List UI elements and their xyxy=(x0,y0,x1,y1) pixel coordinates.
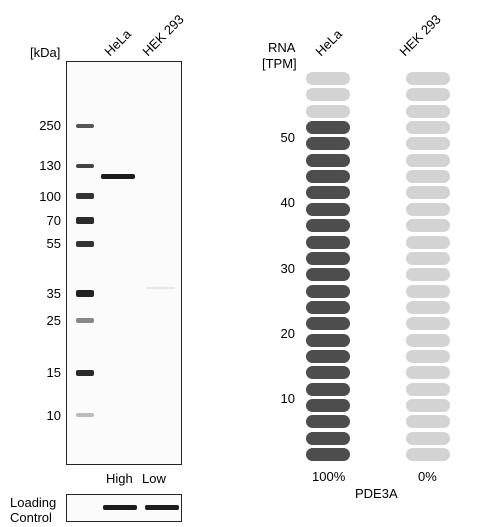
rna-title-line2: [TPM] xyxy=(262,56,297,71)
ladder-band-130 xyxy=(76,164,94,168)
loading-control-label-line2: Control xyxy=(10,510,52,525)
rna-pill-hela-10 xyxy=(306,219,350,233)
marker-label-10: 10 xyxy=(46,408,61,423)
lane-label-hek293: HEK 293 xyxy=(139,11,187,60)
lane-label-hela: HeLa xyxy=(101,26,134,59)
rna-pill-hek293-22 xyxy=(406,415,450,429)
marker-label-250: 250 xyxy=(39,118,61,133)
marker-label-70: 70 xyxy=(46,213,61,228)
marker-label-25: 25 xyxy=(46,313,61,328)
loading-band-hek293 xyxy=(145,505,179,510)
rna-pill-hela-3 xyxy=(306,104,350,118)
rna-percent-hela: 100% xyxy=(312,469,346,484)
ladder-band-55 xyxy=(76,241,94,247)
rna-pill-hela-9 xyxy=(306,202,350,216)
rna-tick-20: 20 xyxy=(280,326,295,341)
ladder-band-250 xyxy=(76,124,94,128)
ladder-band-70 xyxy=(76,217,94,224)
rna-percent-hek293: 0% xyxy=(418,469,437,484)
rna-pill-hela-11 xyxy=(306,235,350,249)
rna-tick-50: 50 xyxy=(280,130,295,145)
rna-pill-hek293-10 xyxy=(406,219,450,233)
rna-pill-hela-8 xyxy=(306,186,350,200)
rna-pill-hela-6 xyxy=(306,153,350,167)
loading-control-frame xyxy=(66,494,182,522)
rna-pill-hek293-2 xyxy=(406,88,450,102)
marker-label-55: 55 xyxy=(46,236,61,251)
rna-pill-hela-1 xyxy=(306,72,350,85)
rna-pill-hek293-18 xyxy=(406,349,450,363)
rna-pill-hek293-23 xyxy=(406,431,450,445)
rna-pill-hek293-13 xyxy=(406,268,450,282)
rna-pill-hela-18 xyxy=(306,349,350,363)
ladder-band-25 xyxy=(76,318,94,323)
ladder-band-35 xyxy=(76,290,94,297)
marker-label-100: 100 xyxy=(39,189,61,204)
rna-pill-hek293-20 xyxy=(406,382,450,396)
rna-pill-hela-23 xyxy=(306,431,350,445)
rna-pill-hela-12 xyxy=(306,251,350,265)
loading-band-hela xyxy=(103,505,137,510)
band-hek293-faint xyxy=(147,287,175,289)
rna-pill-hek293-6 xyxy=(406,153,450,167)
rna-pill-hela-20 xyxy=(306,382,350,396)
rna-label-hela: HeLa xyxy=(312,26,345,59)
loading-control-label-line1: Loading xyxy=(10,495,57,510)
rna-pill-hek293-12 xyxy=(406,251,450,265)
ladder-band-100 xyxy=(76,193,94,199)
rna-pill-hek293-1 xyxy=(406,72,450,85)
rna-pill-hek293-19 xyxy=(406,366,450,380)
kda-unit-label: [kDa] xyxy=(30,45,61,60)
rna-pill-hek293-14 xyxy=(406,284,450,298)
rna-pill-hek293-21 xyxy=(406,399,450,412)
rna-pill-hek293-5 xyxy=(406,137,450,151)
rna-pill-hek293-3 xyxy=(406,104,450,118)
ladder-band-15 xyxy=(76,370,94,376)
rna-pill-hek293-16 xyxy=(406,317,450,331)
level-label-high: High xyxy=(106,471,133,486)
marker-label-15: 15 xyxy=(46,365,61,380)
rna-pill-hela-14 xyxy=(306,284,350,298)
rna-pill-hela-19 xyxy=(306,366,350,380)
rna-pill-hela-17 xyxy=(306,333,350,347)
blot-frame xyxy=(66,61,182,465)
rna-pill-hela-5 xyxy=(306,137,350,151)
level-label-low: Low xyxy=(142,471,166,486)
marker-label-130: 130 xyxy=(39,158,61,173)
rna-pill-hek293-4 xyxy=(406,121,450,135)
rna-pill-hek293-8 xyxy=(406,186,450,200)
rna-pill-hek293-9 xyxy=(406,202,450,216)
rna-label-hek293: HEK 293 xyxy=(396,11,444,60)
rna-pill-hela-21 xyxy=(306,399,350,412)
rna-tick-30: 30 xyxy=(280,261,295,276)
rna-pill-hek293-11 xyxy=(406,235,450,249)
rna-pill-hela-16 xyxy=(306,317,350,331)
rna-pill-hela-7 xyxy=(306,170,350,184)
rna-pill-hela-4 xyxy=(306,121,350,135)
rna-pill-hek293-7 xyxy=(406,170,450,184)
band-hela-main xyxy=(101,174,135,179)
rna-tick-10: 10 xyxy=(280,391,295,406)
rna-pill-hela-13 xyxy=(306,268,350,282)
rna-pill-hek293-15 xyxy=(406,300,450,314)
rna-pill-hela-2 xyxy=(306,88,350,102)
rna-pill-hela-24 xyxy=(306,448,350,462)
rna-pill-hek293-24 xyxy=(406,448,450,462)
rna-pill-hela-15 xyxy=(306,300,350,314)
ladder-band-10 xyxy=(76,413,94,417)
gene-name: PDE3A xyxy=(355,486,398,501)
rna-title-line1: RNA xyxy=(268,40,296,55)
rna-pill-hek293-17 xyxy=(406,333,450,347)
rna-tick-40: 40 xyxy=(280,195,295,210)
marker-label-35: 35 xyxy=(46,286,61,301)
rna-pill-hela-22 xyxy=(306,415,350,429)
